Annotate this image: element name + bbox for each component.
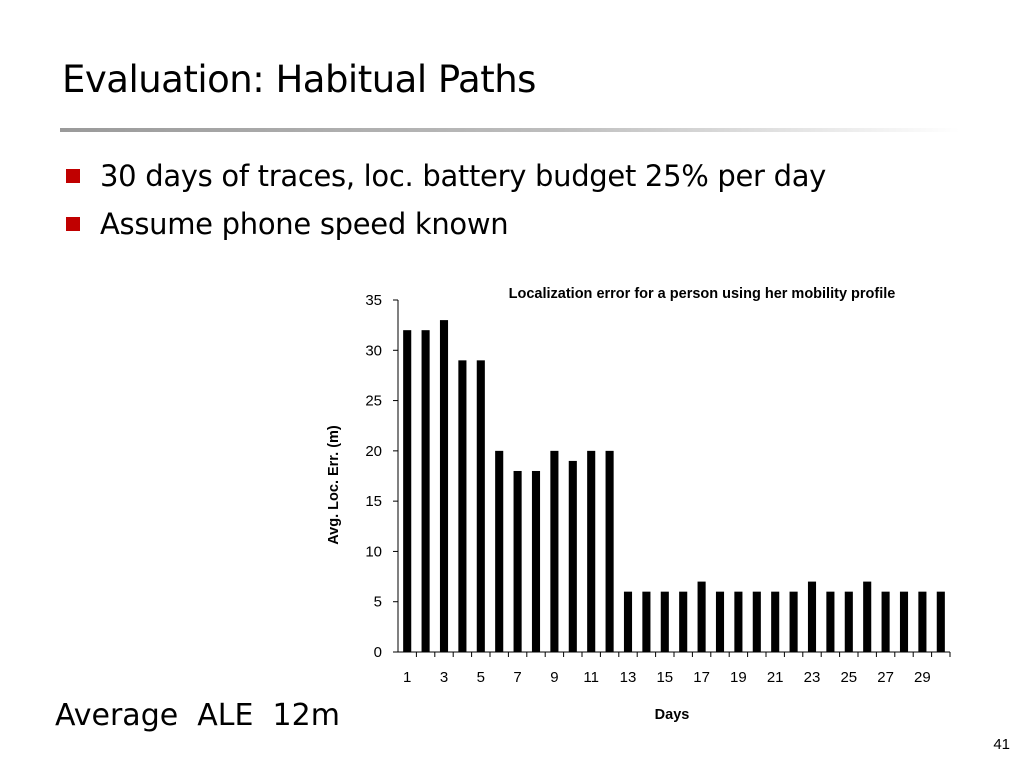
- x-tick-label: 9: [550, 669, 558, 686]
- x-tick-label: 5: [477, 669, 485, 686]
- average-ale-note: Average ALE 12m: [55, 698, 340, 733]
- x-tick-label: 27: [877, 669, 894, 686]
- title-divider: [60, 128, 960, 132]
- bar-day-15: [660, 591, 669, 652]
- bar-day-20: [752, 591, 761, 652]
- y-tick-label: 0: [374, 644, 382, 661]
- x-tick-label: 23: [804, 669, 821, 686]
- bar-day-8: [531, 470, 541, 652]
- bar-day-24: [826, 591, 835, 652]
- bar-day-9: [550, 450, 559, 652]
- bar-day-5: [476, 360, 485, 652]
- y-tick-label: 10: [365, 543, 382, 560]
- bar-day-23: [807, 581, 817, 652]
- bar-day-7: [513, 470, 522, 652]
- x-tick-label: 29: [914, 669, 931, 686]
- bar-day-19: [734, 591, 743, 652]
- bullet-item: 30 days of traces, loc. battery budget 2…: [66, 152, 826, 200]
- bullet-text: Assume phone speed known: [100, 207, 509, 241]
- bar-day-21: [771, 591, 780, 652]
- y-tick-label: 5: [374, 594, 382, 611]
- bar-day-27: [881, 591, 890, 652]
- bar-day-4: [458, 360, 467, 652]
- slide-title: Evaluation: Habitual Paths: [62, 58, 536, 101]
- x-tick-label: 19: [730, 669, 747, 686]
- bar-day-3: [439, 320, 449, 652]
- bar-day-30: [936, 591, 945, 652]
- bar-day-11: [587, 450, 596, 652]
- bar-day-25: [844, 591, 853, 652]
- bullet-item: Assume phone speed known: [66, 200, 826, 248]
- bar-day-26: [863, 581, 872, 652]
- x-axis-label: Days: [655, 707, 690, 723]
- x-tick-label: 13: [620, 669, 637, 686]
- bar-day-6: [495, 450, 504, 652]
- x-tick-label: 7: [513, 669, 521, 686]
- bar-day-10: [568, 460, 577, 652]
- bar-day-18: [715, 591, 725, 652]
- bar-day-2: [421, 330, 430, 652]
- x-tick-label: 1: [403, 669, 411, 686]
- y-tick-label: 20: [365, 443, 382, 460]
- x-tick-label: 11: [583, 669, 599, 686]
- x-tick-label: 3: [440, 669, 448, 686]
- bullet-list: 30 days of traces, loc. battery budget 2…: [66, 152, 826, 248]
- y-tick-label: 25: [365, 393, 382, 410]
- y-tick-label: 15: [365, 493, 382, 510]
- bullet-square-icon: [66, 169, 80, 183]
- page-number: 41: [993, 736, 1010, 753]
- y-axis-label: Avg. Loc. Err. (m): [326, 425, 342, 545]
- bar-day-12: [605, 450, 614, 652]
- chart-title: Localization error for a person using he…: [509, 286, 896, 302]
- x-tick-label: 15: [656, 669, 673, 686]
- bar-day-29: [918, 591, 927, 652]
- x-tick-label: 17: [693, 669, 710, 686]
- bar-day-17: [697, 581, 706, 652]
- bullet-square-icon: [66, 217, 80, 231]
- x-tick-label: 25: [840, 669, 857, 686]
- y-tick-label: 35: [365, 292, 382, 309]
- bar-day-14: [642, 591, 651, 652]
- bar-day-22: [789, 591, 798, 652]
- y-tick-label: 30: [365, 342, 382, 359]
- bar-chart: Localization error for a person using he…: [326, 286, 951, 723]
- bar-day-28: [899, 591, 909, 652]
- x-tick-label: 21: [767, 669, 784, 686]
- bar-day-16: [679, 591, 688, 652]
- bar-day-13: [623, 591, 633, 652]
- bar-day-1: [403, 330, 412, 652]
- bullet-text: 30 days of traces, loc. battery budget 2…: [100, 159, 827, 193]
